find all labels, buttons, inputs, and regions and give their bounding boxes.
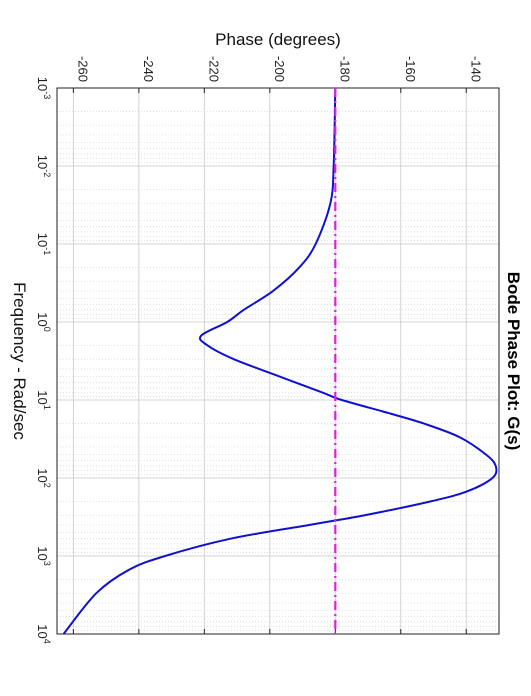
frequency-tick-label: 103	[35, 546, 52, 565]
phase-tick-label: -260	[75, 56, 90, 82]
series-layer	[62, 87, 498, 635]
chart-title: Bode Phase Plot: G(s)	[504, 272, 523, 451]
frequency-tick-label: 102	[35, 468, 52, 487]
frequency-axis-title: Frequency - Rad/sec	[10, 282, 29, 440]
frequency-tick-label: 10-1	[35, 233, 52, 255]
phase-tick-label: -220	[206, 56, 221, 82]
phase-axis-title: Phase (degrees)	[215, 30, 341, 49]
phase-tick-label: -140	[468, 56, 483, 82]
frequency-tick-label: 101	[35, 390, 52, 409]
frequency-tick-label: 10-3	[35, 77, 52, 99]
phase-tick-label: -180	[337, 56, 352, 82]
phase-tick-label: -240	[141, 56, 156, 82]
phase-tick-labels: -260 -240 -220 -200 -180 -160 -140	[75, 56, 483, 82]
frequency-tick-label: 100	[35, 312, 52, 331]
frequency-tick-label: 104	[35, 624, 52, 643]
phase-tick-label: -160	[403, 56, 418, 82]
phase-response-line	[62, 87, 498, 635]
plot-frame	[56, 87, 500, 635]
frequency-tick-label: 10-2	[35, 155, 52, 177]
phase-tick-label: -200	[272, 56, 287, 82]
frequency-tick-labels: 10-3 10-2 10-1 100 101 102 103 104	[35, 77, 52, 644]
